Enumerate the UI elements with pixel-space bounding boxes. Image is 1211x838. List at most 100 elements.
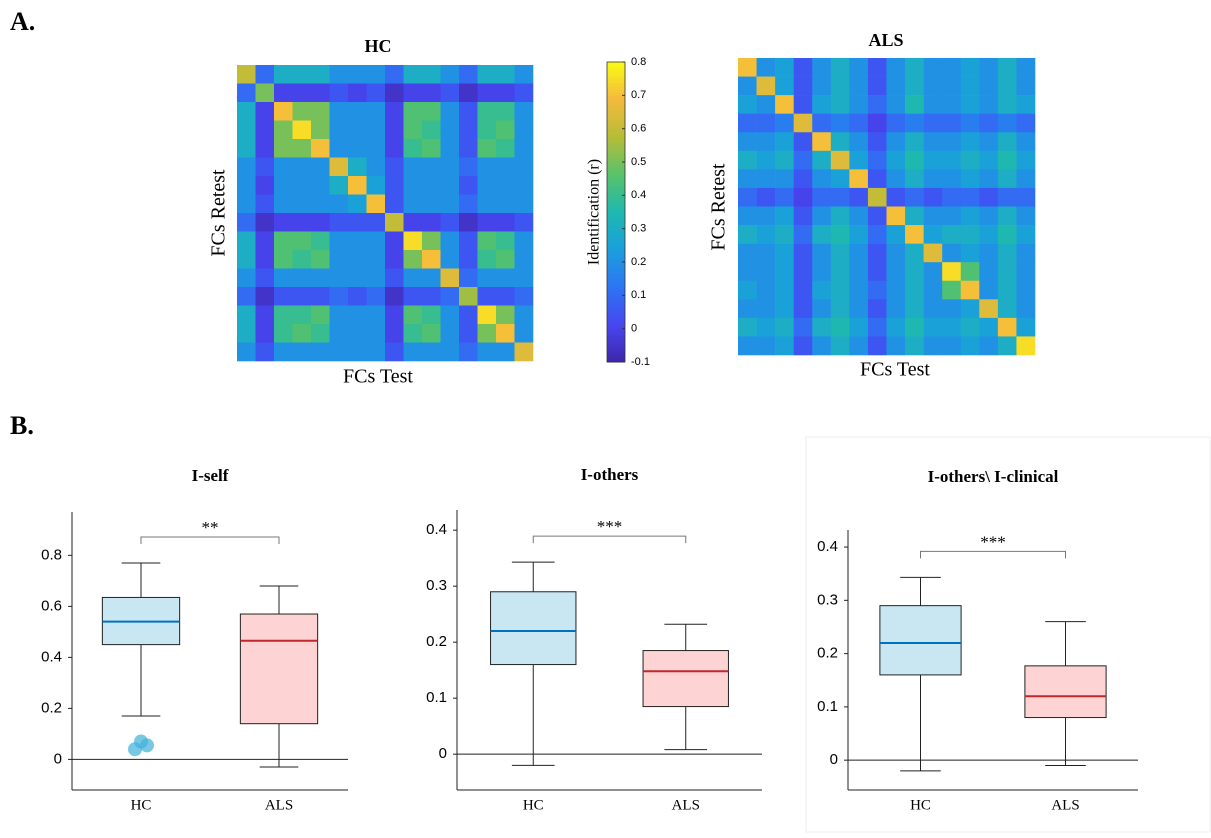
heatmap-cell (886, 76, 906, 96)
colorbar-step (607, 167, 625, 171)
colorbar-step (607, 95, 625, 99)
colorbar-step (607, 200, 625, 204)
chart-title: I-others\ I-clinical (928, 467, 1059, 486)
heatmap-cell (237, 250, 256, 269)
heatmap-cell (477, 342, 497, 362)
heatmap-cell (979, 169, 999, 189)
heatmap-cell (756, 169, 776, 189)
heatmap-cell (348, 83, 367, 103)
heatmap-cell (830, 336, 850, 356)
colorbar-step (607, 62, 625, 66)
heatmap-cell (923, 187, 943, 207)
colorbar-tick-label: 0.6 (631, 123, 646, 135)
heatmap-cell (237, 268, 256, 288)
x-tick-label: HC (523, 797, 544, 813)
heatmap-cell (793, 206, 813, 226)
heatmap-cell (1016, 58, 1036, 77)
heatmap-cell (812, 95, 832, 114)
colorbar-step (607, 152, 625, 156)
heatmap-cell (255, 342, 275, 362)
heatmap-cell (311, 231, 330, 251)
heatmap-cell (942, 76, 962, 96)
heatmap-cell (923, 336, 943, 356)
heatmap-cell (775, 95, 794, 114)
heatmap-cell (756, 187, 776, 207)
significance-bracket (920, 550, 1066, 559)
heatmap-cell (923, 150, 943, 170)
heatmap-cell (1016, 225, 1036, 244)
heatmap-cell (385, 102, 404, 121)
heatmap-cell (311, 342, 330, 362)
heatmap-cell (849, 132, 869, 152)
colorbar-step (607, 293, 625, 297)
heatmap-cell (812, 76, 832, 96)
heatmap-cell (329, 83, 349, 103)
heatmap-cell (459, 83, 478, 103)
heatmap-cell (942, 299, 962, 319)
heatmap-cell (440, 176, 460, 195)
colorbar-step (607, 326, 625, 330)
colorbar-step (607, 284, 625, 288)
heatmap-cell (886, 317, 906, 337)
heatmap-cell (459, 102, 478, 121)
heatmap-cell (440, 65, 460, 84)
heatmap-cell (440, 213, 460, 232)
heatmap-cell (496, 176, 515, 195)
heatmap-cell (385, 83, 404, 103)
heatmap-cell (385, 213, 404, 232)
heatmap-cell (960, 150, 980, 170)
heatmap-cell (905, 243, 924, 263)
heatmap-cell (793, 58, 813, 77)
colorbar-step (607, 311, 625, 315)
colorbar-tick-label: 0.3 (631, 223, 646, 235)
chart-title: I-self (192, 466, 229, 485)
heatmap-cell (496, 287, 515, 306)
colorbar-step (607, 350, 625, 354)
heatmap-cell (830, 76, 850, 96)
colorbar-step (607, 131, 625, 135)
heatmap-cell (496, 83, 515, 103)
heatmap-cell (923, 262, 943, 282)
heatmap-cell (311, 194, 330, 214)
heatmap-cell (477, 231, 497, 251)
colorbar-step (607, 317, 625, 321)
heatmap-cell (738, 187, 757, 207)
colorbar-step (607, 182, 625, 186)
heatmap-cell (329, 324, 349, 343)
heatmap-cell (1016, 95, 1036, 114)
heatmap-cell (385, 194, 404, 214)
heatmap-cell (867, 132, 887, 152)
colorbar-step (607, 191, 625, 195)
box (239, 613, 319, 725)
heatmap-cell (979, 225, 999, 244)
heatmap-cell (292, 213, 312, 232)
heatmap-cell (738, 243, 757, 263)
heatmap-cell (867, 317, 887, 337)
heatmap-cell (923, 225, 943, 244)
colorbar-step (607, 278, 625, 282)
panel-label: A. (10, 7, 35, 36)
colorbar-step (607, 254, 625, 258)
heatmap-cell (311, 65, 330, 84)
heatmap-cell (440, 324, 460, 343)
heatmap-cell (942, 95, 962, 114)
heatmap-cell (311, 176, 330, 195)
colorbar-step (607, 302, 625, 306)
heatmap-cell (385, 157, 404, 177)
heatmap-cell (942, 317, 962, 337)
heatmap-cell (311, 287, 330, 306)
heatmap-cell (960, 95, 980, 114)
heatmap-cell (348, 305, 367, 325)
heatmap-cell (459, 120, 478, 140)
heatmap-cell (793, 225, 813, 244)
heatmap-cell (348, 120, 367, 140)
colorbar-step (607, 227, 625, 231)
heatmap-cell (738, 262, 757, 282)
heatmap-cell (255, 194, 275, 214)
heatmap-cell (997, 336, 1017, 356)
heatmap-cell (886, 206, 906, 226)
heatmap-cell (793, 95, 813, 114)
heatmap-cell (348, 268, 367, 288)
heatmap-cell (459, 268, 478, 288)
